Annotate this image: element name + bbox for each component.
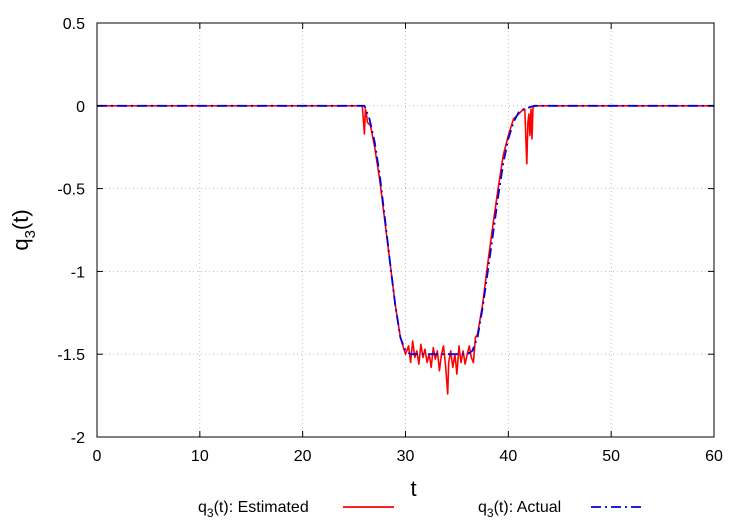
legend: q3(t): Estimated q3(t): Actual: [198, 499, 642, 520]
legend-label-actual: q3(t): Actual: [478, 499, 561, 520]
x-axis-title: t: [410, 476, 416, 501]
y-axis-title-tail: (t): [8, 209, 33, 230]
y-axis-title: q3(t): [8, 209, 39, 250]
y-tick-label: -1.5: [57, 347, 85, 364]
series-layer: [97, 104, 714, 395]
x-tick-label: 20: [294, 448, 312, 465]
x-tick-label: 50: [602, 448, 620, 465]
grid: [97, 23, 714, 437]
x-tick-label: 40: [499, 448, 517, 465]
x-tick-label: 10: [191, 448, 209, 465]
series-actual-line: [97, 104, 714, 356]
legend-label-estimated: q3(t): Estimated: [198, 499, 309, 520]
y-tick-label: -1: [71, 264, 85, 281]
plot-frame: [96, 22, 715, 438]
x-tick-label: 60: [705, 448, 723, 465]
x-tick-label: 0: [93, 448, 102, 465]
y-axis-title-subscript: 3: [22, 230, 39, 238]
y-tick-label: 0: [76, 99, 85, 116]
y-axis-title-base: q: [8, 238, 33, 250]
y-tick-label: 0.5: [63, 16, 85, 33]
y-tick-label: -0.5: [57, 182, 85, 199]
ticks: 0 10 20 30 40 50 60 -2 -1.5 -1 -0.5 0 0.5: [57, 16, 723, 465]
series-estimated-line: [97, 105, 714, 395]
y-tick-label: -2: [71, 430, 85, 447]
x-tick-label: 30: [397, 448, 415, 465]
